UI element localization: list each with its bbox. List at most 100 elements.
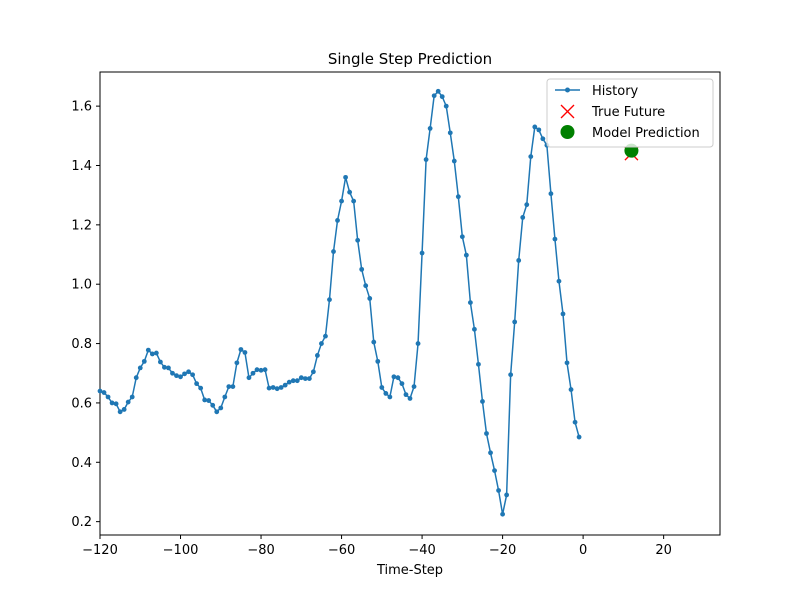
history-point <box>174 373 179 379</box>
x-axis-title: Time-Step <box>376 563 443 578</box>
history-point <box>182 371 187 377</box>
history-point <box>202 397 208 403</box>
history-point <box>242 350 248 355</box>
history-point <box>206 398 212 403</box>
x-axis-ticks: −120 −100 −80 −60 −40 −20 0 20 <box>82 535 672 558</box>
history-point <box>540 136 546 142</box>
history-point <box>488 450 493 456</box>
history-point <box>335 218 340 223</box>
history-point <box>355 237 361 243</box>
history-point <box>226 384 232 389</box>
history-point <box>105 394 111 400</box>
history-point <box>222 394 228 400</box>
history-point <box>403 392 409 398</box>
history-point <box>455 194 461 200</box>
history-point <box>431 93 437 99</box>
history-point <box>331 249 336 254</box>
history-point <box>415 341 421 346</box>
history-point <box>166 365 171 371</box>
history-point <box>387 394 393 400</box>
history-point <box>274 386 280 392</box>
history-point <box>294 378 300 384</box>
history-point <box>282 382 288 388</box>
history-point <box>379 385 385 390</box>
history-point <box>339 198 344 204</box>
history-point <box>250 370 256 376</box>
legend-model-prediction-marker <box>560 125 575 139</box>
history-point <box>484 431 489 436</box>
history-point <box>101 390 107 395</box>
y-tick-label: 0.2 <box>71 515 92 530</box>
y-axis-ticks: 0.2 0.4 0.6 0.8 1.0 1.2 1.4 1.6 <box>71 100 100 530</box>
history-point <box>399 381 405 387</box>
chart-title: Single Step Prediction <box>328 50 492 68</box>
history-point <box>492 468 497 473</box>
history-point <box>516 258 522 263</box>
history-point <box>190 372 196 378</box>
history-point <box>496 488 501 493</box>
history-point <box>170 370 175 376</box>
history-point <box>439 94 445 100</box>
x-tick-label: −60 <box>328 543 355 558</box>
plot-marks <box>97 88 639 517</box>
history-point <box>532 124 538 130</box>
history-point <box>395 375 401 381</box>
history-point <box>186 369 191 375</box>
history-point <box>572 419 578 425</box>
history-point <box>246 375 252 381</box>
history-point <box>568 387 574 392</box>
history-point <box>427 125 433 131</box>
history-point <box>367 296 373 301</box>
history-point <box>298 375 304 381</box>
history-point <box>323 333 328 339</box>
history-point <box>238 347 244 352</box>
history-point <box>117 409 123 415</box>
history-point <box>411 384 417 389</box>
history-point <box>125 399 131 405</box>
history-point <box>113 401 119 407</box>
history-point <box>121 407 127 412</box>
history-point <box>129 394 135 400</box>
history-point <box>459 234 465 240</box>
history-point <box>109 400 115 406</box>
legend-history-label: History <box>592 84 639 99</box>
y-tick-label: 1.2 <box>71 218 92 233</box>
history-point <box>407 396 413 401</box>
history-point <box>234 360 240 366</box>
legend: History True Future Model Prediction <box>546 78 714 148</box>
history-point <box>262 367 268 373</box>
history-point <box>419 250 425 256</box>
x-tick-label: −20 <box>489 543 516 558</box>
history-point <box>524 202 530 208</box>
history-point <box>467 300 473 306</box>
history-point <box>210 402 216 408</box>
x-tick-label: −100 <box>163 543 199 558</box>
history-point <box>500 511 505 517</box>
history-point <box>286 379 292 385</box>
history-point <box>315 353 320 358</box>
history-point <box>435 88 441 94</box>
history-series-line <box>99 90 580 515</box>
x-tick-label: 0 <box>579 543 587 558</box>
history-point <box>447 130 453 136</box>
history-point <box>198 385 204 391</box>
history-point <box>443 103 449 109</box>
history-point <box>214 409 220 415</box>
history-point <box>290 378 296 384</box>
history-point <box>319 341 324 346</box>
x-tick-label: 20 <box>655 543 672 558</box>
history-point <box>556 278 562 284</box>
y-tick-label: 0.6 <box>71 396 92 411</box>
history-point <box>137 365 143 371</box>
history-point <box>162 364 167 370</box>
history-point <box>343 174 348 180</box>
history-point <box>302 376 308 381</box>
history-point <box>391 374 397 380</box>
history-point <box>463 252 469 258</box>
legend-true-future-label: True Future <box>591 105 665 120</box>
history-point <box>133 375 139 381</box>
history-point <box>157 359 163 365</box>
history-point <box>153 350 159 356</box>
legend-true-future-marker <box>560 104 575 119</box>
